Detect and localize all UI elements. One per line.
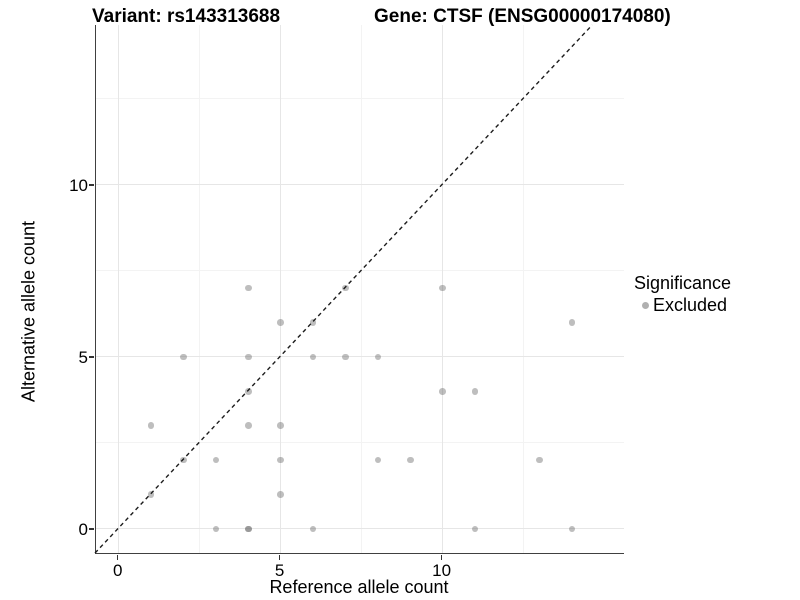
data-point	[568, 525, 576, 533]
plot-panel	[95, 25, 624, 554]
data-point	[374, 456, 382, 464]
data-point	[147, 422, 155, 430]
data-point	[212, 525, 220, 533]
major-gridline-y	[96, 528, 624, 530]
legend-item-label: Excluded	[653, 295, 728, 315]
y-axis-tick	[88, 528, 94, 530]
data-point	[439, 284, 446, 292]
data-point	[309, 353, 317, 361]
data-point	[342, 284, 349, 292]
legend-title: Significance	[634, 273, 732, 293]
major-gridline-x	[118, 25, 120, 553]
variant-title: Variant: rs143313688	[92, 6, 281, 27]
data-point	[244, 525, 252, 533]
data-point	[471, 525, 479, 533]
data-point	[342, 353, 349, 361]
data-point	[180, 353, 187, 361]
x-axis-tick	[278, 554, 281, 560]
minor-gridline-x	[361, 25, 363, 553]
major-gridline-y	[96, 356, 624, 358]
data-point	[180, 456, 187, 464]
data-point	[244, 353, 252, 361]
data-point	[309, 525, 317, 533]
data-point	[568, 319, 576, 326]
data-point	[374, 353, 382, 361]
data-point	[244, 388, 252, 395]
minor-gridline-y	[96, 98, 624, 100]
data-point	[536, 456, 544, 464]
data-point	[406, 456, 414, 464]
minor-gridline-x	[199, 25, 201, 553]
x-tick-label: 0	[112, 561, 123, 580]
x-axis-tick	[116, 554, 119, 560]
data-point	[439, 388, 446, 395]
legend: Significance Excluded	[634, 273, 731, 316]
y-axis-title: Alternative allele count	[18, 220, 39, 403]
data-point	[309, 319, 317, 326]
excluded-point-icon	[642, 302, 649, 309]
data-point	[212, 456, 220, 464]
data-point	[277, 319, 284, 326]
major-gridline-x	[280, 25, 282, 553]
y-tick-label: 5	[78, 347, 88, 367]
data-point	[277, 456, 284, 464]
data-point	[471, 388, 479, 395]
minor-gridline-y	[96, 270, 624, 272]
y-axis-tick	[88, 356, 94, 358]
data-point	[244, 284, 252, 292]
x-axis-tick	[440, 554, 443, 560]
x-tick-label: 5	[274, 561, 285, 580]
major-gridline-y	[96, 184, 624, 186]
y-tick-label: 0	[78, 519, 88, 539]
gene-title: Gene: CTSF (ENSG00000174080)	[374, 6, 671, 27]
legend-item: Excluded	[634, 295, 731, 316]
y-tick-label: 10	[69, 175, 88, 195]
y-axis-tick	[88, 184, 94, 186]
minor-gridline-y	[96, 442, 624, 444]
x-axis-title: Reference allele count	[269, 577, 449, 597]
data-point	[277, 422, 284, 430]
data-point	[244, 422, 252, 430]
data-point	[277, 491, 284, 498]
data-point	[147, 491, 155, 498]
x-tick-label: 10	[432, 561, 452, 580]
minor-gridline-x	[523, 25, 525, 553]
